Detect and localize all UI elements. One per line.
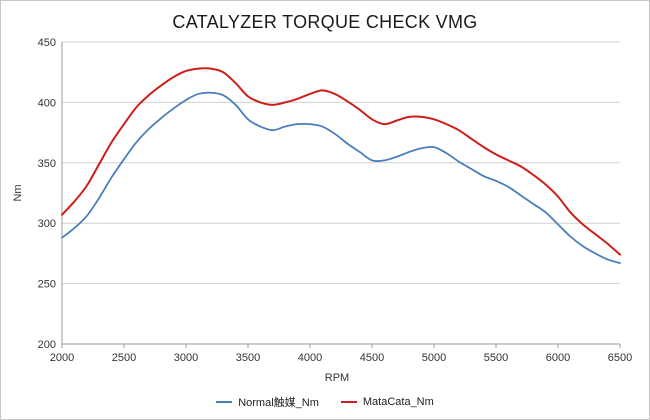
y-axis-ticks: 200 250 300 350 400 450 [38, 37, 56, 351]
chart-title: CATALYZER TORQUE CHECK VMG [172, 12, 478, 32]
y-tick-label: 350 [38, 158, 56, 170]
series-line-normal [61, 91, 621, 264]
x-tick-label: 5500 [484, 352, 508, 364]
legend-item-normal: Normal触媒_Nm [216, 394, 319, 410]
legend-label-matacata: MataCata_Nm [362, 396, 434, 408]
legend-item-matacata: MataCata_Nm [340, 394, 434, 410]
x-tick-label: 3500 [236, 352, 260, 364]
x-axis-label: RPM [325, 372, 349, 384]
x-tick-label: 4500 [360, 352, 384, 364]
legend-label-normal: Normal触媒_Nm [238, 397, 319, 409]
y-tick-label: 400 [38, 97, 56, 109]
series-lines [61, 67, 621, 264]
gridlines [61, 41, 620, 345]
x-tick-label: 6000 [546, 352, 570, 364]
legend-swatch-normal [216, 401, 233, 403]
x-tick-label: 4000 [298, 352, 322, 364]
y-tick-label: 200 [38, 339, 56, 351]
x-tick-label: 5000 [422, 352, 446, 364]
x-tick-label: 6500 [608, 352, 632, 364]
x-tick-label: 2000 [50, 352, 74, 364]
y-tick-label: 300 [38, 218, 56, 230]
legend: Normal触媒_Nm MataCata_Nm [0, 394, 650, 410]
x-tick-label: 2500 [112, 352, 136, 364]
series-line-matacata [61, 67, 621, 256]
y-axis-label: Nm [12, 184, 24, 201]
x-tick-label: 3000 [174, 352, 198, 364]
legend-swatch-matacata [340, 401, 357, 403]
y-tick-label: 250 [38, 279, 56, 291]
x-axis-ticks: 2000 2500 3000 3500 4000 4500 5000 5500 6000 6500 [50, 344, 632, 364]
y-tick-label: 450 [38, 37, 56, 49]
